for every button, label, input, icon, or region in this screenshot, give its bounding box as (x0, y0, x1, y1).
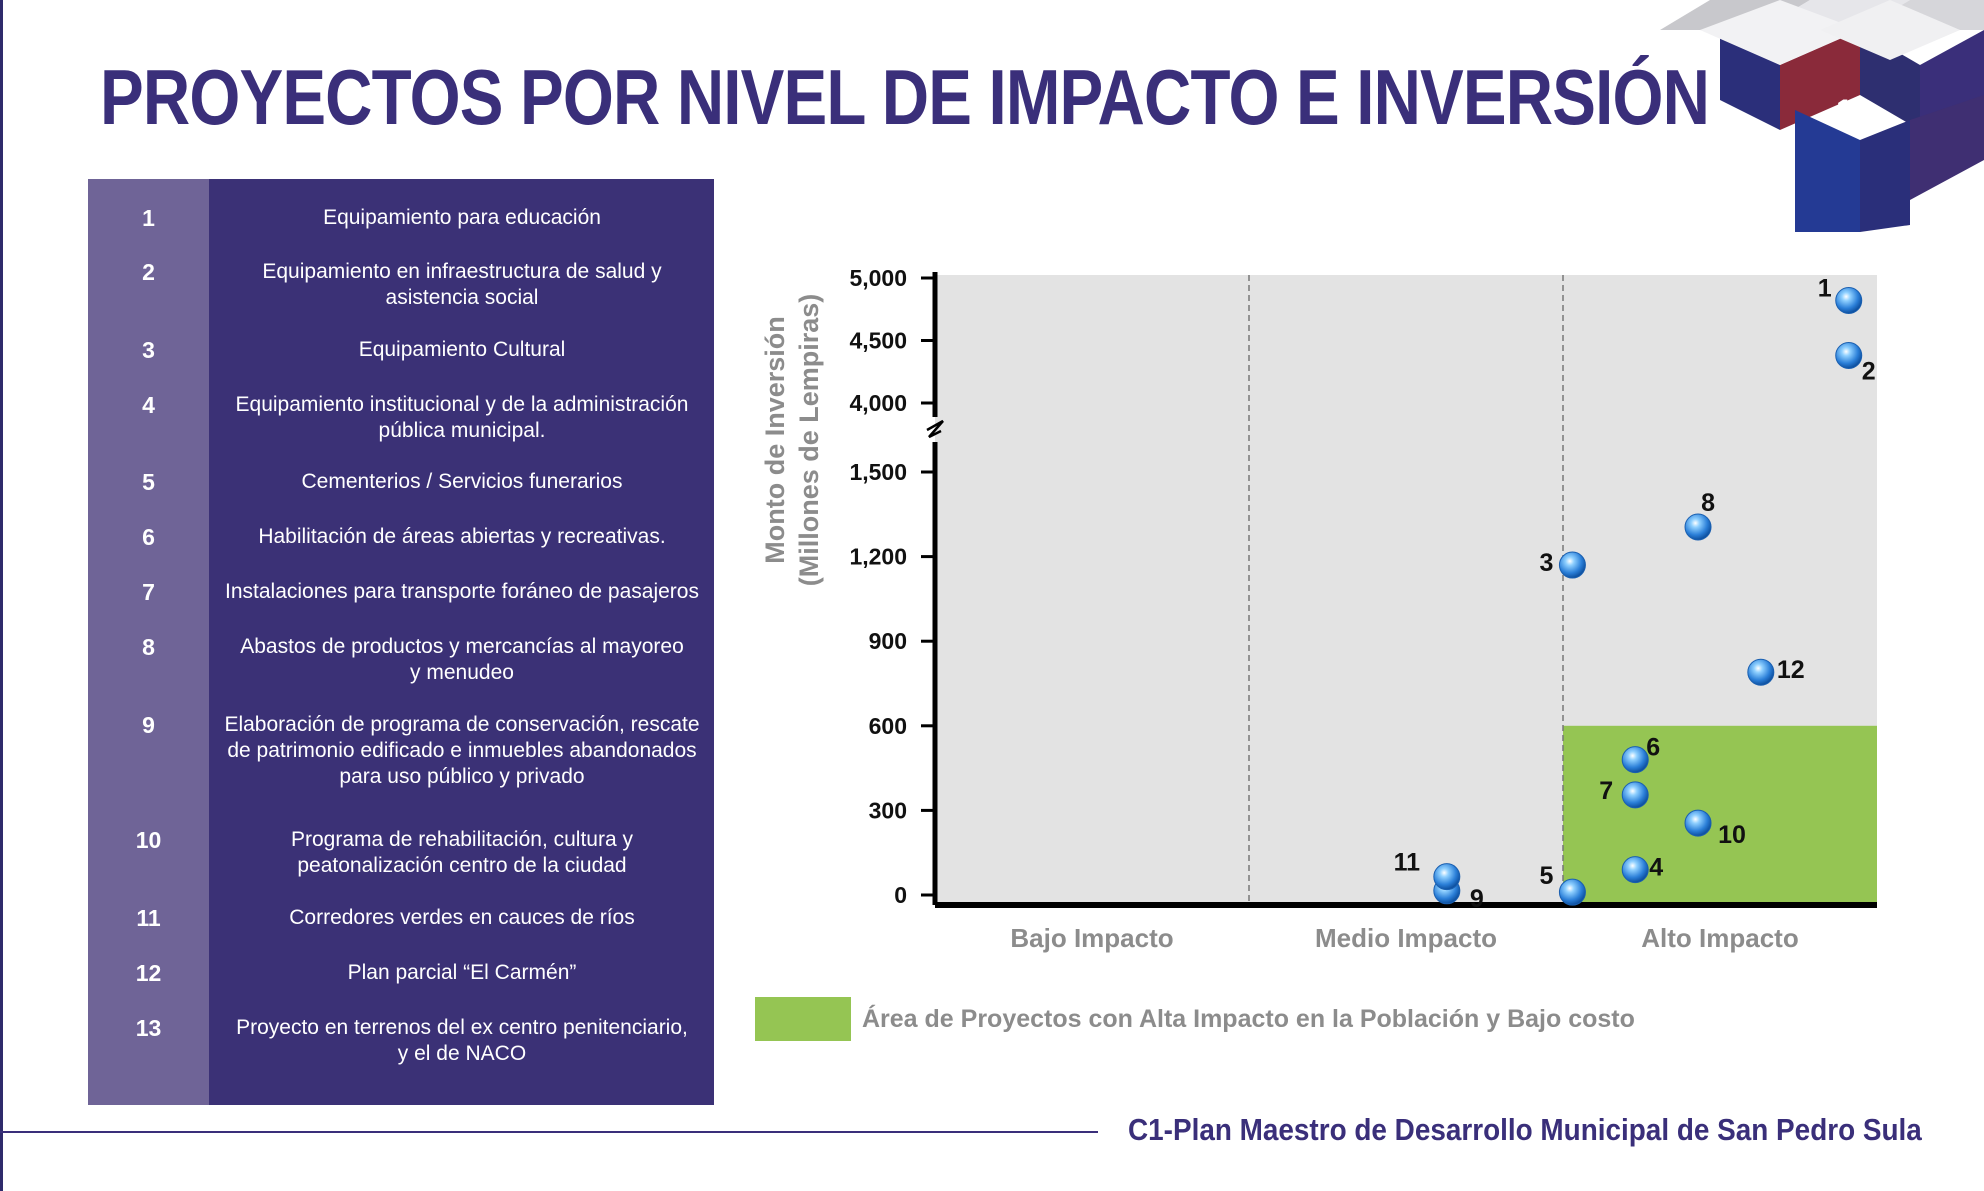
data-point-label: 5 (1539, 862, 1553, 890)
legend-swatch (755, 997, 851, 1041)
y-axis-title: Monto de Inversión (760, 316, 790, 564)
data-point-label: 12 (1777, 656, 1805, 684)
y-tick-label: 0 (894, 882, 907, 908)
data-point (1621, 746, 1649, 774)
data-point (1684, 513, 1712, 541)
project-description: Equipamiento Cultural (358, 338, 566, 361)
project-description: Proyecto en terrenos del ex centro penit… (236, 1016, 688, 1065)
data-point (1621, 856, 1649, 884)
project-number: 12 (135, 960, 162, 986)
highlight-region (1563, 725, 1877, 907)
project-number: 10 (135, 827, 162, 853)
data-point (1558, 878, 1586, 906)
data-point (1747, 658, 1775, 686)
y-tick-label: 1,500 (849, 459, 907, 485)
data-point-label: 1 (1818, 275, 1832, 303)
y-tick-label: 300 (869, 797, 907, 823)
data-point (1433, 863, 1461, 891)
project-number: 4 (142, 392, 155, 418)
data-point-label: 4 (1649, 854, 1663, 882)
y-tick-label: 4,500 (849, 328, 907, 354)
project-number: 1 (142, 205, 155, 231)
project-description: Elaboración de programa de conservación,… (224, 713, 700, 788)
corner-decoration-graphic (1660, 0, 1984, 232)
legend-label: Área de Proyectos con Alta Impacto en la… (862, 1005, 1635, 1033)
y-tick-label: 5,000 (849, 265, 907, 291)
y-tick-label: 1,200 (849, 544, 907, 570)
project-number: 7 (142, 579, 155, 605)
y-tick-label: 4,000 (849, 390, 907, 416)
project-description: Abastos de productos y mercancías al may… (240, 635, 684, 684)
data-point (1558, 551, 1586, 579)
data-point-label: 9 (1470, 885, 1484, 913)
project-description: Habilitación de áreas abiertas y recreat… (258, 525, 666, 548)
data-point (1621, 781, 1649, 809)
x-category-label: Bajo Impacto (1010, 923, 1173, 953)
x-category-label: Medio Impacto (1315, 923, 1497, 953)
project-number: 11 (136, 905, 161, 931)
project-number: 8 (142, 634, 155, 660)
data-point-label: 6 (1646, 734, 1660, 762)
data-point-label: 7 (1599, 777, 1613, 805)
data-point (1835, 342, 1863, 369)
data-point-label: 10 (1718, 821, 1746, 849)
page-title: PROYECTOS POR NIVEL DE IMPACTO E INVERSI… (100, 53, 1710, 141)
project-description: Plan parcial “El Carmén” (347, 961, 577, 984)
y-tick-label: 900 (869, 628, 907, 654)
project-description: Corredores verdes en cauces de ríos (289, 906, 635, 929)
project-number: 5 (142, 469, 155, 495)
page-number: 11 (1836, 94, 1868, 127)
project-description: Programa de rehabilitación, cultura y pea… (290, 828, 633, 877)
data-point-label: 2 (1862, 358, 1876, 386)
project-table: 1 Equipamiento para educación 2 Equipamient… (88, 179, 714, 1105)
data-point (1684, 809, 1712, 837)
y-tick-label: 600 (869, 713, 907, 739)
data-point (1835, 287, 1863, 314)
project-description: Equipamiento para educación (323, 206, 601, 229)
y-axis-title: (Millones de Lempiras) (794, 294, 824, 587)
project-number: 13 (135, 1015, 162, 1041)
project-number: 6 (142, 524, 155, 550)
project-number: 2 (142, 259, 155, 285)
data-point-label: 3 (1539, 549, 1553, 577)
project-number: 9 (142, 712, 155, 738)
project-description: Equipamiento institucional y de la admin… (235, 393, 689, 442)
left-edge-bar (0, 0, 3, 1191)
project-description: Instalaciones para transporte foráneo de… (225, 580, 699, 603)
project-number: 3 (142, 337, 155, 363)
axis-break-mark (926, 419, 944, 439)
project-description: Equipamiento en infraestructura de salud… (262, 260, 662, 309)
project-description: Cementerios / Servicios funerarios (301, 470, 623, 493)
x-category-label: Alto Impacto (1641, 923, 1798, 953)
footer-text: C1-Plan Maestro de Desarrollo Municipal … (1128, 1112, 1922, 1147)
table-number-column (88, 179, 209, 1105)
data-point-label: 11 (1394, 849, 1421, 877)
data-point-label: 8 (1701, 489, 1715, 517)
footer-divider (0, 1131, 1098, 1133)
